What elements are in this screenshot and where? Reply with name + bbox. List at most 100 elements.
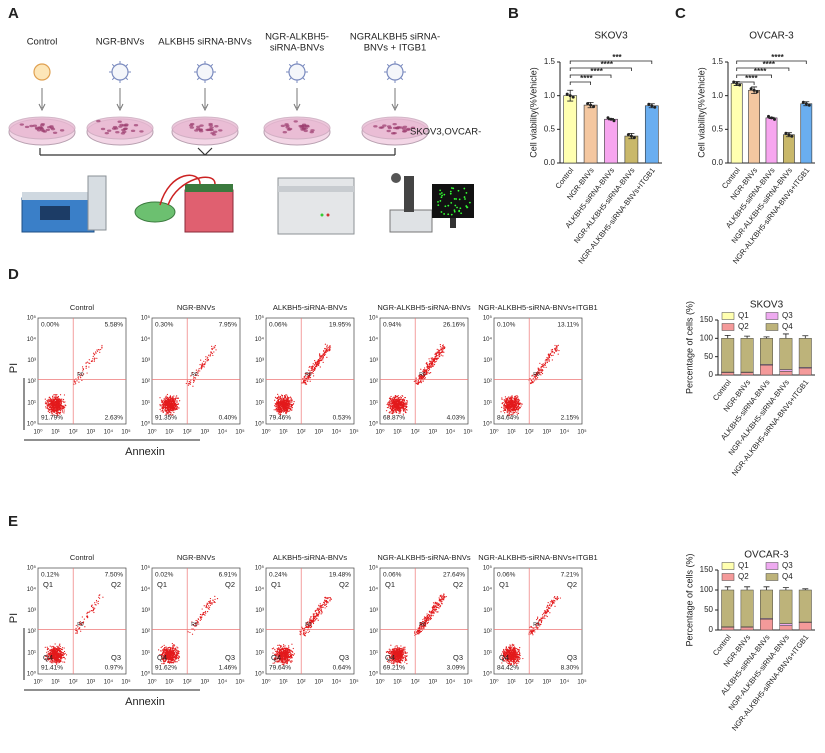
event-dot: [56, 648, 58, 651]
event-dot: [443, 351, 445, 353]
event-dot: [278, 405, 280, 407]
event-dot: [305, 372, 307, 375]
event-dot: [58, 412, 60, 414]
event-dot: [443, 347, 446, 350]
event-dot: [162, 406, 164, 409]
event-dot: [310, 372, 313, 374]
quadrant-name: Q2: [111, 580, 121, 589]
event-dot: [394, 402, 396, 404]
event-dot: [174, 408, 176, 410]
event-dot: [214, 345, 216, 347]
event-dot: [287, 397, 289, 399]
monitor-dot: [439, 200, 442, 202]
event-dot: [504, 396, 507, 398]
event-dot: [192, 381, 195, 383]
quadrant-percent: 91.41%: [41, 665, 63, 672]
event-dot: [61, 405, 63, 408]
replicate: [770, 116, 773, 120]
legend-label: Q2: [738, 572, 749, 581]
event-dot: [324, 353, 326, 355]
instrument: [22, 192, 94, 200]
flow-frame: [151, 317, 241, 425]
event-dot: [80, 377, 82, 379]
event-dot: [52, 648, 54, 650]
quadrant-name: Q1: [157, 580, 167, 589]
event-dot: [396, 404, 398, 406]
event-dot: [177, 657, 180, 660]
y-tick-label: 10²: [141, 379, 150, 385]
error-bar: [782, 587, 789, 590]
instrument: [40, 206, 70, 220]
event-dot: [79, 375, 81, 377]
event-dot: [286, 405, 288, 408]
event-dot: [303, 376, 305, 379]
group-label: NGRALKBH5 siRNA-: [350, 32, 440, 43]
event-dot: [418, 382, 420, 384]
chart-title: SKOV3: [750, 300, 784, 311]
event-dot: [173, 649, 176, 651]
replicate: [804, 102, 808, 106]
monitor-dot: [458, 210, 461, 213]
event-dot: [307, 372, 309, 374]
event-dot: [278, 409, 281, 411]
x-tick-label: 10³: [86, 430, 95, 436]
event-dot: [396, 400, 398, 402]
event-dot: [428, 366, 430, 368]
event-dot: [98, 596, 100, 598]
event-dot: [303, 379, 305, 382]
event-dot: [506, 407, 509, 410]
event-dot: [413, 380, 415, 383]
event-dot: [55, 653, 58, 655]
event-dot: [203, 363, 206, 365]
event-dot: [310, 367, 312, 369]
event-dot: [174, 405, 177, 407]
event-dot: [175, 661, 177, 663]
flow-title: Control: [70, 303, 95, 312]
event-dot: [177, 397, 180, 399]
flow-dots: [385, 344, 446, 417]
event-dot: [50, 398, 52, 400]
quadrant-percent: 91.62%: [155, 665, 177, 672]
event-dot: [179, 400, 181, 402]
event-dot: [51, 649, 53, 652]
event-dot: [403, 399, 406, 401]
quadrant-percent: 2.63%: [105, 415, 124, 422]
replicate: [732, 80, 736, 84]
event-dot: [309, 373, 311, 375]
monitor-dot: [450, 187, 453, 189]
event-dot: [65, 654, 68, 656]
event-dot: [175, 648, 177, 650]
event-dot: [426, 362, 428, 364]
event-dot: [529, 382, 532, 385]
event-dot: [48, 409, 51, 411]
event-dot: [58, 404, 60, 406]
monitor-dot: [452, 187, 455, 190]
replicate: [749, 87, 753, 91]
event-dot: [176, 406, 179, 408]
monitor-dot: [449, 192, 452, 195]
event-dot: [437, 354, 439, 357]
event-dot: [58, 644, 60, 646]
event-dot: [202, 613, 204, 616]
instrument: [278, 186, 354, 192]
cell: [117, 120, 122, 123]
event-dot: [500, 411, 502, 413]
event-dot: [318, 362, 320, 365]
event-dot: [209, 604, 211, 607]
event-dot: [509, 408, 511, 410]
event-dot: [60, 651, 62, 653]
event-dot: [208, 354, 210, 356]
event-dot: [57, 409, 59, 411]
event-dot: [54, 643, 56, 645]
event-dot: [427, 372, 429, 374]
event-dot: [390, 402, 392, 404]
event-dot: [513, 409, 515, 411]
event-dot: [162, 411, 164, 413]
event-dot: [163, 644, 165, 647]
event-dot: [166, 411, 168, 413]
event-dot: [211, 348, 213, 351]
event-dot: [512, 401, 514, 403]
event-dot: [165, 402, 168, 405]
event-dot: [201, 362, 203, 364]
event-dot: [402, 413, 404, 415]
